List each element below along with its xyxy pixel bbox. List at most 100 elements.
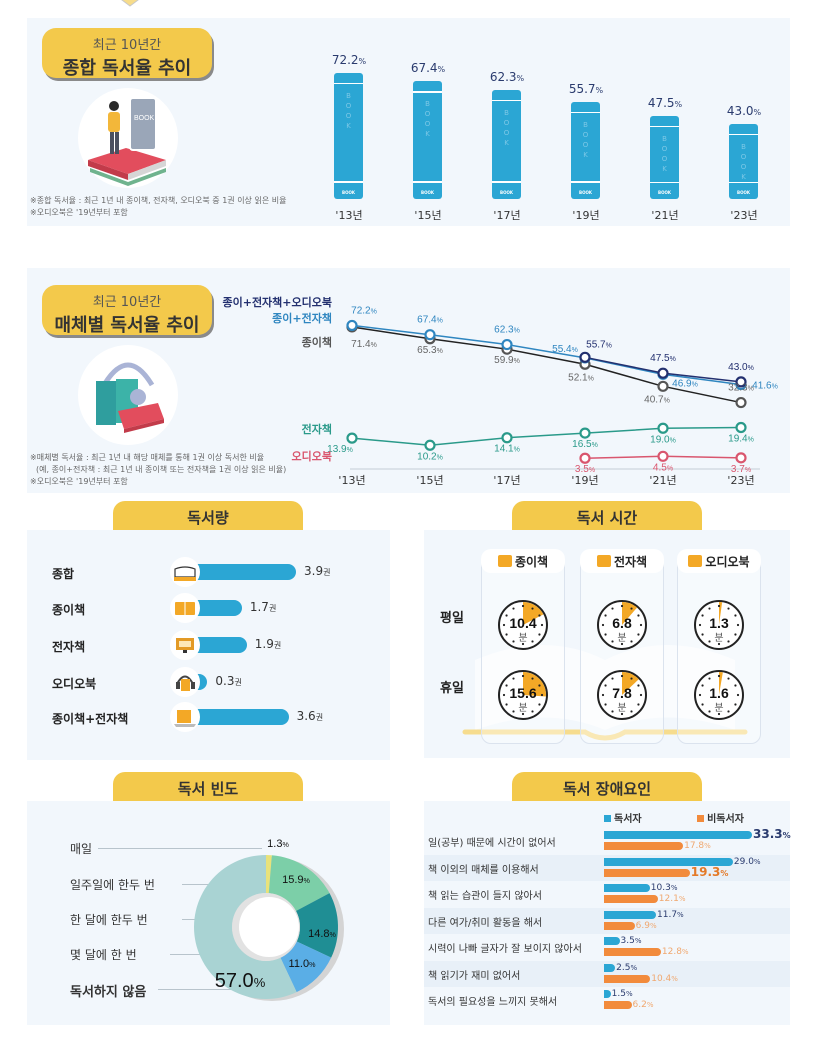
reader-bar (604, 937, 620, 945)
reading-frequency-header: 독서 빈도 (113, 772, 303, 802)
obstacle-value: 33.3% (753, 827, 791, 841)
paper-book-icon (497, 555, 512, 567)
clock-unit: 분 (617, 702, 626, 714)
data-label: 59.9% (494, 355, 520, 366)
obstacles-legend: 독서자 비독서자 (604, 810, 744, 825)
x-tick-label: '21년 (649, 474, 676, 487)
slice-value-label: 57.0% (215, 970, 266, 992)
bar-value-label: 67.4% (410, 61, 446, 76)
data-label: 71.4% (351, 339, 377, 350)
donut-slice (295, 893, 338, 958)
obstacle-value: 6.2% (632, 1000, 654, 1010)
x-tick-label: '15년 (414, 209, 442, 222)
series-point (579, 427, 591, 439)
reading-frequency-donut-chart: 1.3% 15.9% 14.8% 11.0% 57.0% (194, 838, 344, 1001)
book-foot-text: BOOK (737, 190, 750, 195)
obstacles-header: 독서 장애요인 (512, 772, 702, 802)
column-label: 종이책 (514, 554, 549, 569)
book-foot-text: BOOK (500, 189, 513, 195)
reading-volume-bar (186, 564, 296, 580)
book-band (729, 133, 758, 136)
clock-elapsed-sector (622, 602, 638, 625)
reader-bar (604, 857, 733, 866)
series-point (657, 380, 669, 392)
x-tick-label: '19년 (572, 209, 600, 222)
frequency-leader-line (158, 989, 300, 990)
data-label: 43.0% (728, 362, 754, 373)
series-point (579, 452, 591, 464)
book-foot-text: BOOK (658, 190, 671, 195)
reader-bar (604, 884, 650, 892)
x-tick-label: '17년 (493, 474, 520, 487)
svg-text:BOOK: BOOK (134, 115, 155, 122)
reading-volume-bar (186, 600, 242, 616)
series-line (351, 324, 742, 386)
reading-volume-label: 종이책+전자책 (52, 712, 129, 726)
book-foot-text: BOOK (579, 189, 592, 195)
book-spine-text: B O O K (582, 120, 589, 159)
series-point (346, 432, 358, 444)
top-pointer-decoration (121, 0, 139, 7)
book-band (650, 125, 679, 128)
book-band (650, 181, 679, 183)
series-point (735, 421, 747, 434)
slice-value-label: 15.9% (282, 874, 310, 886)
data-label: 72.2% (351, 305, 377, 316)
book-band (492, 99, 521, 102)
reading-volume-value: 1.9권 (254, 637, 282, 651)
book-bar: B O O K BOOK (729, 123, 758, 199)
series-line (351, 326, 742, 404)
donut-slice (268, 855, 330, 911)
clock-unit: 분 (518, 702, 527, 714)
x-tick-label: '21년 (651, 209, 679, 222)
clock-dial: 6.8분 (597, 600, 647, 650)
book-spine-text: B O O K (345, 91, 352, 130)
obstacle-value: 10.4% (651, 973, 678, 984)
series-point (735, 396, 747, 409)
clock-elapsed-sector (719, 672, 723, 695)
person-reading-tablet-icon: BOOK (88, 97, 166, 186)
reading-volume-header: 독서량 (113, 501, 303, 531)
reading-volume-label: 전자책 (52, 640, 86, 654)
clock-elapsed-sector (523, 672, 546, 697)
series-point (346, 319, 358, 332)
series-point (579, 351, 591, 363)
reading-volume-value: 3.6권 (296, 709, 324, 723)
data-label: 19.4% (728, 433, 754, 444)
clock-elapsed-sector (622, 672, 639, 695)
obstacle-label: 시력이 나빠 글자가 잘 보이지 않아서 (428, 944, 582, 955)
weekday-label: 평일 (440, 611, 464, 626)
series-point (501, 338, 513, 351)
reading-time-header: 독서 시간 (512, 501, 702, 531)
nonreader-bar (604, 842, 684, 850)
obstacle-value: 3.5% (620, 936, 642, 946)
book-spine-text: B O O K (740, 142, 747, 181)
obstacle-label: 일(공부) 때문에 시간이 없어서 (428, 838, 556, 849)
bar-value-label: 55.7% (568, 81, 604, 96)
clock-value: 10.4 (509, 615, 536, 631)
x-tick-label: '23년 (727, 474, 754, 487)
frequency-label: 독서하지 않음 (70, 985, 147, 1000)
bar-value-label: 47.5% (647, 95, 683, 110)
bar-value-label: 72.2% (331, 52, 367, 67)
bar-value-label: 43.0% (726, 103, 762, 118)
series-point (657, 367, 669, 379)
clock-value: 6.8 (612, 615, 632, 631)
clock-value: 15.6 (509, 685, 536, 701)
book-foot-text: BOOK (342, 189, 355, 195)
obstacle-value: 6.9% (635, 920, 657, 931)
reading-volume-value: 0.3권 (215, 674, 242, 688)
weekend-label: 휴일 (440, 681, 464, 696)
obstacle-label: 책 읽는 습관이 들지 않아서 (428, 891, 542, 902)
x-tick-label: '17년 (493, 209, 521, 222)
clock-dial: 7.8분 (597, 670, 647, 720)
obstacle-label: 책 읽기가 재미 없어서 (428, 970, 521, 982)
data-label: 62.3% (494, 325, 520, 336)
data-label: 19.0% (650, 434, 676, 445)
title-main: 매체별 독서율 추이 (54, 315, 200, 336)
book-band (729, 181, 758, 183)
book-band (571, 111, 600, 114)
donut-hole (239, 897, 299, 957)
clock-unit: 분 (617, 632, 626, 644)
data-label: 10.2% (417, 451, 443, 462)
